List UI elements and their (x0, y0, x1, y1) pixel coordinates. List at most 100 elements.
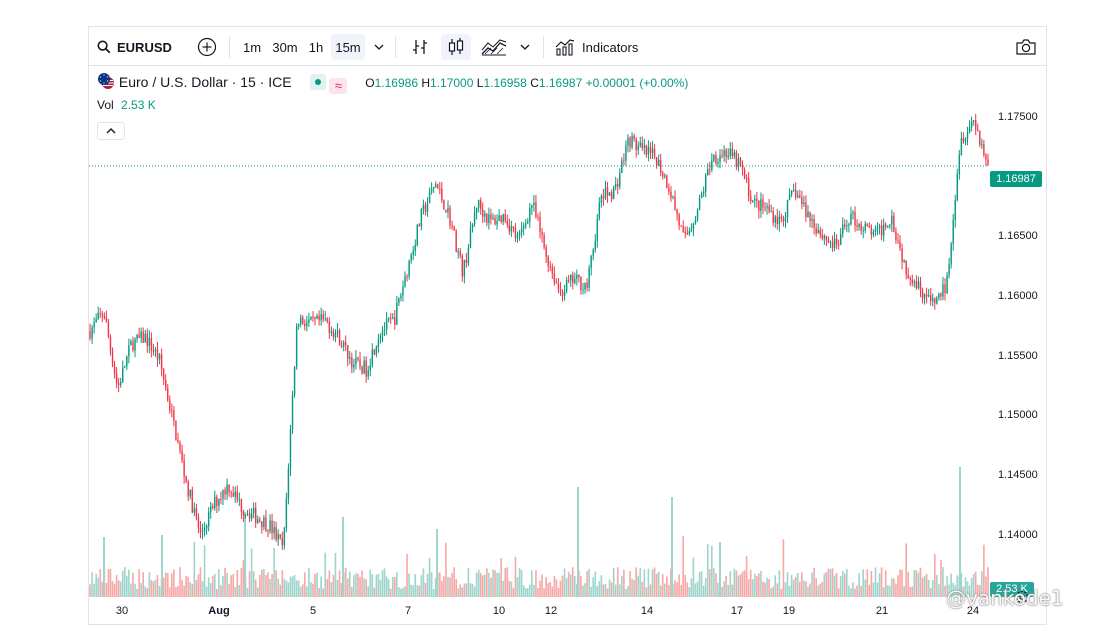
interval-15m[interactable]: 15m (331, 34, 365, 60)
candle-body (549, 266, 551, 268)
volume-bar (353, 575, 355, 597)
candle-body (563, 291, 566, 296)
volume-bar (344, 568, 347, 597)
volume-bar (303, 572, 306, 597)
volume-bar (960, 572, 963, 597)
candle-body (95, 318, 97, 323)
indicators-button[interactable]: Indicators (555, 34, 651, 60)
candle-body (882, 224, 885, 236)
candle-body (430, 188, 433, 192)
volume-bar (410, 584, 412, 597)
candle-body (868, 225, 871, 228)
volume-bar (766, 577, 768, 597)
volume-bar (481, 575, 484, 597)
price-tick: 1.15500 (998, 350, 1038, 362)
volume-bar (473, 586, 476, 597)
interval-1m[interactable]: 1m (242, 39, 262, 55)
volume-bar (696, 581, 699, 597)
volume-bar (929, 587, 932, 597)
volume-bar (504, 568, 507, 597)
interval-1h[interactable]: 1h (308, 39, 324, 55)
bars-style-button[interactable] (407, 34, 433, 60)
candle-body (469, 228, 472, 248)
volume-bar (289, 576, 292, 597)
candle-body (324, 318, 326, 320)
chevron-down-icon (374, 44, 384, 50)
volume-bar (154, 579, 157, 597)
volume-bar (181, 579, 183, 597)
candle-body (138, 334, 140, 338)
candle-body (600, 195, 603, 203)
area-style-button[interactable] (479, 34, 509, 60)
candle-body (614, 184, 617, 188)
candle-body (101, 313, 104, 316)
candle-body (702, 191, 705, 194)
candle-body (506, 221, 509, 225)
volume-bar (408, 573, 410, 597)
candle-body (850, 213, 852, 225)
volume-bar (520, 569, 523, 597)
screenshot-button[interactable] (1013, 34, 1039, 60)
high-value: 1.17000 (430, 76, 474, 90)
volume-bar (811, 572, 813, 597)
volume-bar (248, 571, 251, 597)
candle-body (717, 161, 719, 164)
candle-body (831, 241, 834, 248)
volume-bar (688, 587, 691, 597)
chart-type-dropdown[interactable] (515, 34, 535, 60)
candle-body (259, 519, 261, 522)
candle-body (923, 294, 926, 299)
interval-30m[interactable]: 30m (272, 39, 298, 55)
volume-bar (177, 586, 179, 597)
candle-body (880, 225, 883, 236)
volume-bar (297, 580, 300, 597)
volume-bar (796, 572, 799, 597)
volume-bars (89, 467, 989, 597)
volume-bar (723, 581, 725, 597)
volume-bar (330, 582, 333, 597)
candle-body (709, 169, 711, 171)
candle-body (782, 218, 785, 222)
candle-body (496, 221, 498, 225)
volume-bar (494, 570, 496, 597)
interval-dropdown[interactable] (369, 34, 389, 60)
candle-body (191, 489, 194, 513)
price-chart[interactable] (89, 67, 989, 598)
volume-bar (228, 584, 230, 597)
volume-bar (576, 584, 578, 597)
candle-body (770, 211, 772, 213)
collapse-legend-button[interactable] (97, 122, 125, 140)
candle-body (490, 214, 492, 219)
candle-body (584, 282, 586, 290)
symbol-search-button[interactable]: EURUSD (97, 34, 177, 60)
candle-body (504, 214, 506, 222)
candle-body (889, 224, 891, 227)
volume-bar (964, 577, 967, 597)
volume-bar (449, 577, 451, 597)
volume-bar (762, 581, 764, 597)
compare-symbol-button[interactable] (195, 34, 219, 60)
volume-spike (244, 512, 246, 597)
volume-bar (381, 570, 384, 597)
chart-settings-button[interactable] (1014, 589, 1030, 605)
volume-bar (201, 581, 204, 597)
low-value: 1.16958 (483, 76, 527, 90)
volume-bar (171, 573, 173, 597)
volume-bar (398, 587, 400, 597)
volume-bar (332, 575, 335, 597)
candle-body (516, 235, 519, 239)
volume-bar (371, 574, 374, 597)
candles-style-button[interactable] (441, 34, 471, 60)
volume-bar (467, 567, 470, 597)
candle-body (512, 226, 515, 229)
volume-bar (604, 584, 607, 597)
volume-bar (880, 567, 883, 597)
candle-body (666, 175, 668, 189)
volume-bar (189, 582, 192, 597)
volume-bar (729, 571, 732, 597)
volume-bar (326, 579, 329, 597)
candle-body (907, 274, 909, 279)
volume-bar (758, 573, 760, 597)
candle-body (776, 216, 779, 225)
candle-body (173, 410, 175, 421)
